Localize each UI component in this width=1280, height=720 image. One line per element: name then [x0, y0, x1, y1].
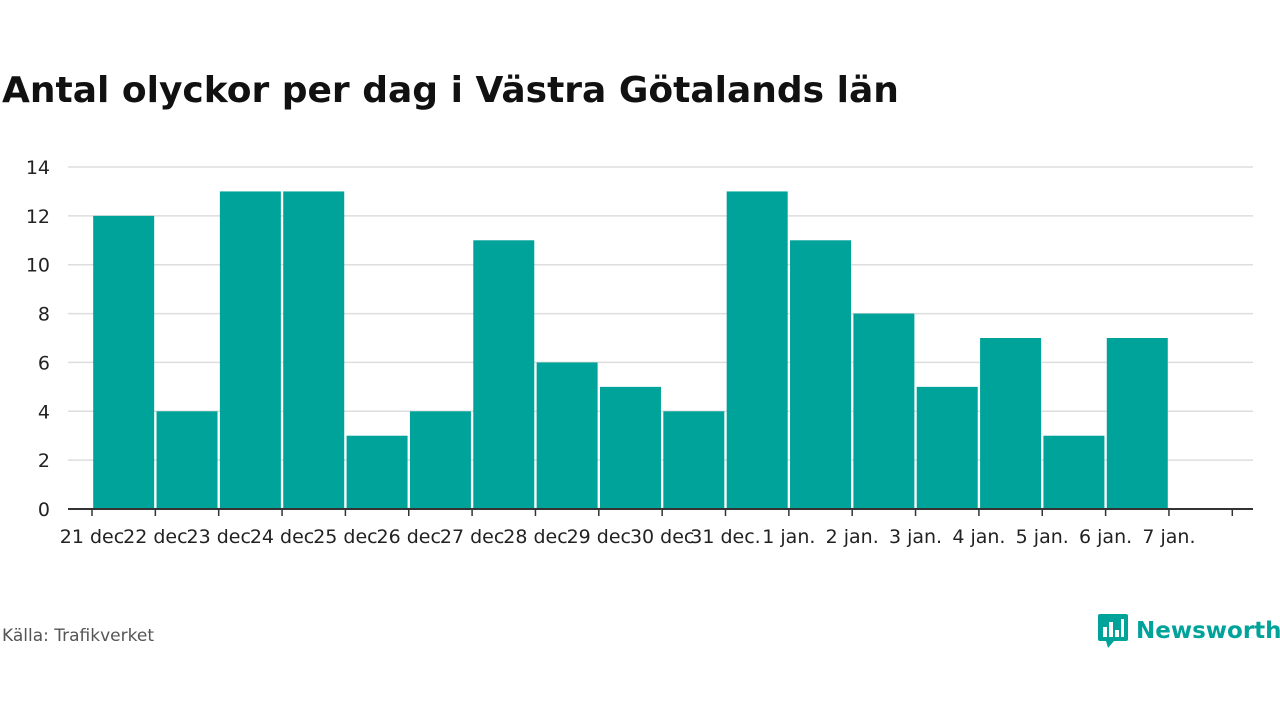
- x-tick-label: 7 jan.: [1142, 526, 1195, 548]
- x-tick-label: 27 dec: [440, 526, 504, 548]
- bar: [663, 411, 725, 509]
- x-tick-label: 5 jan.: [1016, 526, 1069, 548]
- x-tick-label: 26 dec: [377, 526, 441, 548]
- y-tick-label: 2: [38, 450, 50, 472]
- y-tick-label: 14: [26, 157, 50, 179]
- source-note: Källa: Trafikverket: [2, 626, 154, 646]
- y-tick-label: 6: [38, 352, 50, 374]
- axes: [68, 508, 1253, 516]
- bar: [1043, 435, 1105, 509]
- bars: [93, 191, 1168, 510]
- chart-title: Antal olyckor per dag i Västra Götalands…: [2, 70, 899, 111]
- x-tick-label: 22 dec: [123, 526, 187, 548]
- x-tick-label: 24 dec: [250, 526, 314, 548]
- bar: [726, 191, 788, 509]
- x-tick-label: 31 dec.: [690, 526, 760, 548]
- bar: [853, 313, 915, 509]
- y-tick-label: 10: [26, 255, 50, 277]
- y-tick-label: 0: [38, 499, 50, 521]
- bar: [473, 240, 535, 510]
- y-tick-labels: 0 2 4 6 8 10 12 14: [26, 157, 50, 521]
- x-tick-label: 2 jan.: [826, 526, 879, 548]
- y-tick-label: 12: [26, 206, 50, 228]
- bar: [409, 411, 471, 509]
- bar: [156, 411, 218, 509]
- x-tick-label: 29 dec: [567, 526, 631, 548]
- x-tick-label: 21 dec: [60, 526, 124, 548]
- x-tick-label: 30 dec: [630, 526, 694, 548]
- brand-name: Newsworthy: [1136, 618, 1280, 644]
- x-tick-label: 28 dec: [503, 526, 567, 548]
- x-tick-label: 6 jan.: [1079, 526, 1132, 548]
- brand-logo: Newsworthy: [1098, 614, 1280, 648]
- x-tick-label: 1 jan.: [762, 526, 815, 548]
- y-tick-label: 4: [38, 401, 50, 423]
- newsworthy-logo-icon: [1098, 614, 1128, 648]
- bar: [93, 215, 155, 509]
- bar: [346, 435, 408, 509]
- bar: [283, 191, 345, 509]
- x-tick-label: 4 jan.: [952, 526, 1005, 548]
- bar: [219, 191, 281, 509]
- bar: [1106, 338, 1168, 509]
- bar: [980, 338, 1042, 509]
- y-tick-label: 8: [38, 304, 50, 326]
- x-tick-label: 23 dec: [186, 526, 250, 548]
- bar: [599, 386, 661, 509]
- bar: [536, 362, 598, 509]
- x-tick-label: 25 dec: [313, 526, 377, 548]
- x-tick-label: 3 jan.: [889, 526, 942, 548]
- bar: [916, 386, 978, 509]
- bar: [790, 240, 852, 510]
